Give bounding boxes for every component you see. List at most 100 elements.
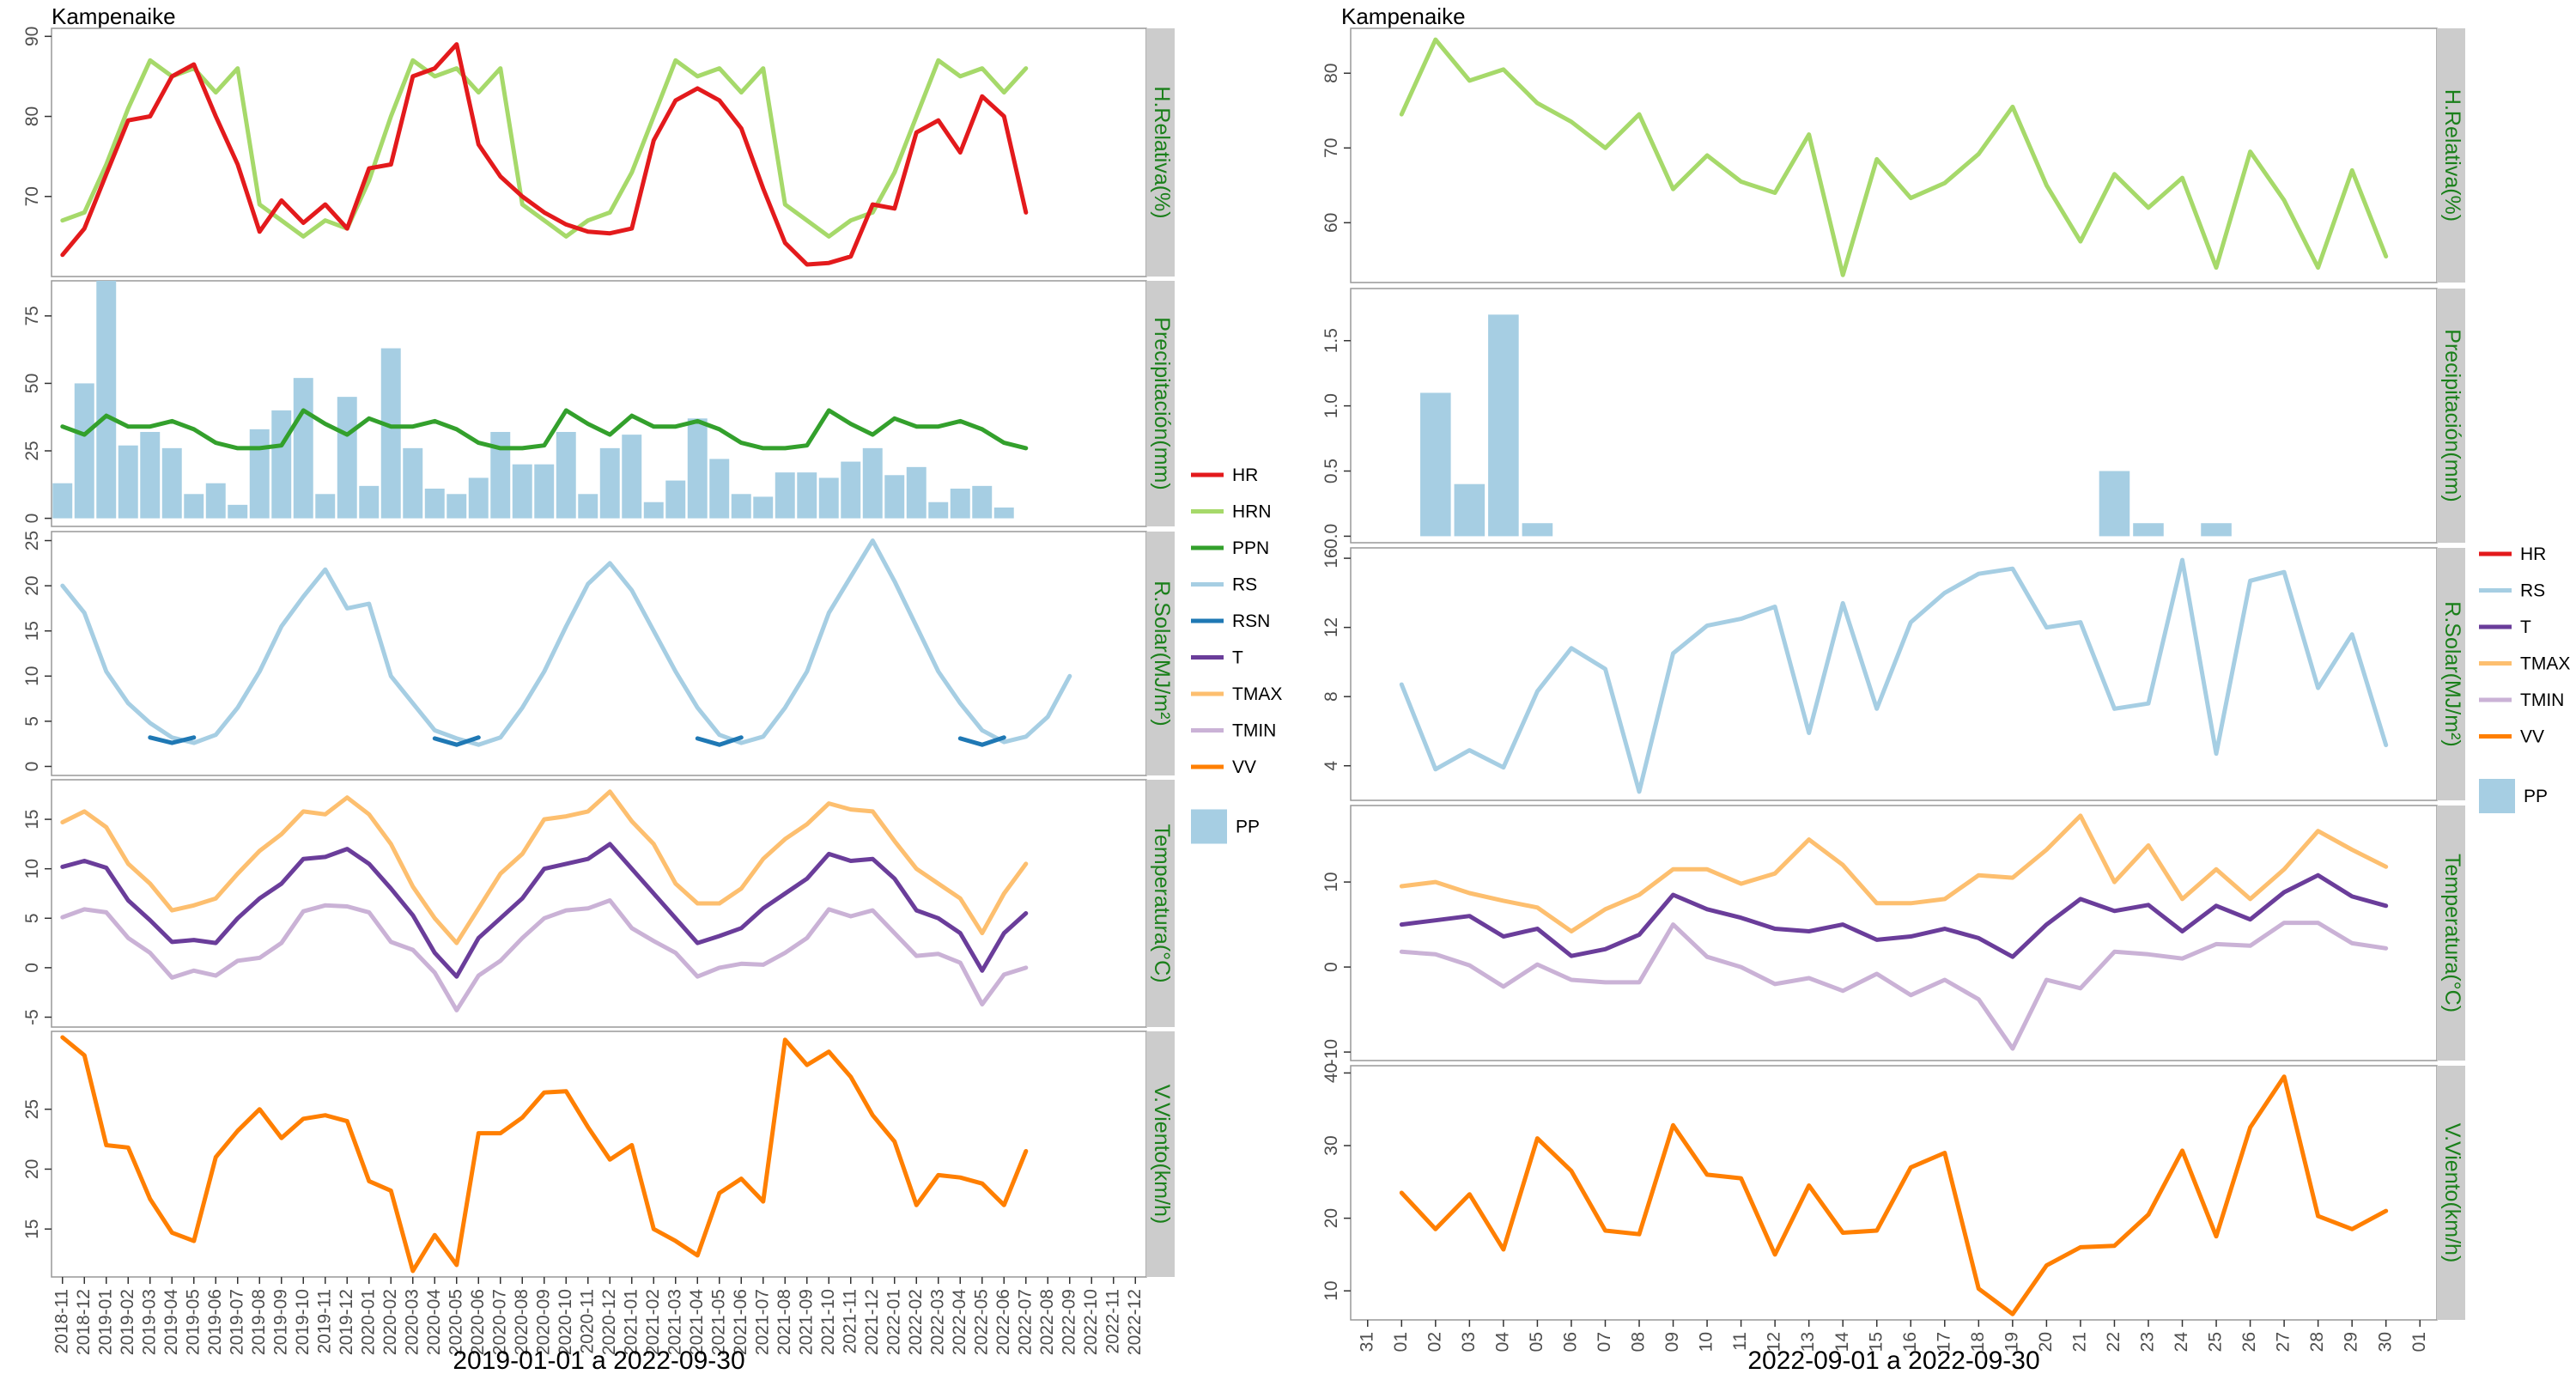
x-tick-label: 2020-03 [402,1289,422,1355]
panel-4: -10 0 10 Temperatura(°C) [1321,805,2465,1065]
x-tick-label: 2020-02 [380,1289,400,1355]
x-tick-label: 19 [2002,1332,2021,1352]
x-tick-label: 2021-04 [687,1289,707,1355]
x-tick-label: 02 [1425,1332,1444,1352]
facet-strip-label: R.Solar(MJ/m²) [2440,601,2464,746]
legend-label: PP [1236,818,1260,837]
x-tick-label: 2019-05 [183,1289,203,1355]
x-axis-title: 2022-09-01 a 2022-09-30 [1747,1347,2039,1374]
legend-label: RS [1232,575,1257,595]
series-line-vv [60,1035,1029,1274]
bar-pp [797,472,817,519]
y-tick-label: 5 [22,716,42,727]
legend-key [1191,809,1227,844]
bar-pp [118,445,138,519]
bar-pp [315,494,336,519]
x-tick-label: 05 [1527,1332,1546,1352]
x-tick-label: 2021-03 [665,1289,684,1355]
bar-pp [293,378,313,519]
y-tick-label: 25 [22,531,42,550]
panel-5: 15 20 25 V.Viento(km/h) [22,1030,1175,1278]
bar-pp [205,483,226,519]
x-tick-label: 2022-02 [906,1289,926,1355]
bar-pp [599,447,620,519]
bar-pp [578,494,598,519]
y-tick-label: 75 [22,306,42,325]
y-tick-label: 16 [1321,548,1341,568]
bar-pp [1522,523,1553,537]
series-line-hr [60,42,1029,267]
y-tick-label: 0.0 [1321,524,1341,549]
legend-key [2479,779,2515,813]
panel-1: 70 80 90 H.Relativa(%) [22,27,1175,277]
bar-pp [359,485,380,519]
y-tick-label: 70 [1321,138,1341,158]
x-tick-label: 2021-06 [731,1289,750,1355]
series-line-rsn [695,735,744,747]
series-line-ppn [60,408,1029,451]
x-tick-label: 2019-11 [314,1289,334,1354]
bar-pp [52,483,73,519]
legend-label: TMAX [2520,654,2570,674]
x-tick-label: 15 [1866,1332,1886,1352]
x-tick-label: 2021-12 [862,1289,882,1355]
y-tick-label: 0.5 [1321,459,1341,483]
y-tick-label: 1.0 [1321,393,1341,418]
x-tick-label: 2022-09 [1059,1289,1078,1355]
y-tick-label: 50 [22,374,42,393]
y-tick-label: 60 [1321,213,1341,233]
x-tick-label: 03 [1459,1332,1479,1352]
bar-pp [380,348,401,519]
bar-pp [96,281,117,519]
x-tick-label: 2019-09 [270,1289,290,1355]
x-tick-label: 2020-06 [468,1289,488,1355]
y-tick-label: -5 [22,1009,42,1025]
x-tick-label: 06 [1561,1332,1581,1352]
panel-frame [1350,27,2438,283]
legend-label: VV [1232,757,1256,777]
legend-label: HR [1232,465,1258,485]
x-axis-title: 2019-01-01 a 2022-09-30 [453,1347,744,1374]
y-tick-label: 0 [22,963,42,973]
bar-pp [1488,314,1519,537]
x-tick-label: 2022-06 [993,1289,1013,1355]
legend-label: TMAX [1232,684,1282,704]
x-tick-label: 2019-04 [161,1289,181,1355]
bar-pp [818,477,839,519]
x-tick-label: 2019-06 [205,1289,225,1355]
x-tick-label: 2022-10 [1081,1289,1101,1355]
x-tick-label: 26 [2239,1332,2259,1352]
x-tick-label: 2019-08 [249,1289,269,1355]
x-tick-label: 12 [1765,1332,1784,1352]
bar-pp [140,432,161,519]
panel-frame [1350,288,2438,544]
facet-strip-label: H.Relativa(%) [2440,89,2464,222]
facet-strip [2437,1066,2465,1320]
y-tick-label: 15 [22,809,42,829]
x-tick-label: 28 [2307,1332,2327,1352]
bar-pp [1454,483,1485,537]
series-line-t [60,842,1029,979]
series-line-vv [1399,1074,2389,1316]
x-tick-label: 2020-10 [556,1289,575,1355]
bar-pp [74,383,94,519]
x-tick-label: 27 [2274,1332,2293,1352]
y-tick-label: 80 [1321,64,1341,83]
x-tick-label: 2019-10 [293,1289,313,1355]
y-tick-label: -10 [1321,1039,1341,1065]
facet-strip [1146,532,1175,775]
x-tick-label: 2022-05 [971,1289,991,1355]
panel-frame [1350,1065,2438,1321]
bar-pp [249,429,270,519]
x-tick-label: 24 [2172,1332,2191,1353]
facet-strip-label: Temperatura(°C) [2440,854,2464,1012]
x-tick-label: 30 [2375,1332,2395,1352]
panel-frame [51,27,1147,277]
x-tick-label: 25 [2206,1332,2226,1352]
x-axis: 2018-11 2018-12 2019-01 2019-02 2019-03 2019-… [52,1277,1145,1355]
x-tick-label: 2020-07 [489,1289,509,1355]
x-tick-label: 29 [2342,1332,2361,1352]
x-tick-label: 2022-07 [1015,1289,1035,1355]
bar-pp [972,485,993,519]
